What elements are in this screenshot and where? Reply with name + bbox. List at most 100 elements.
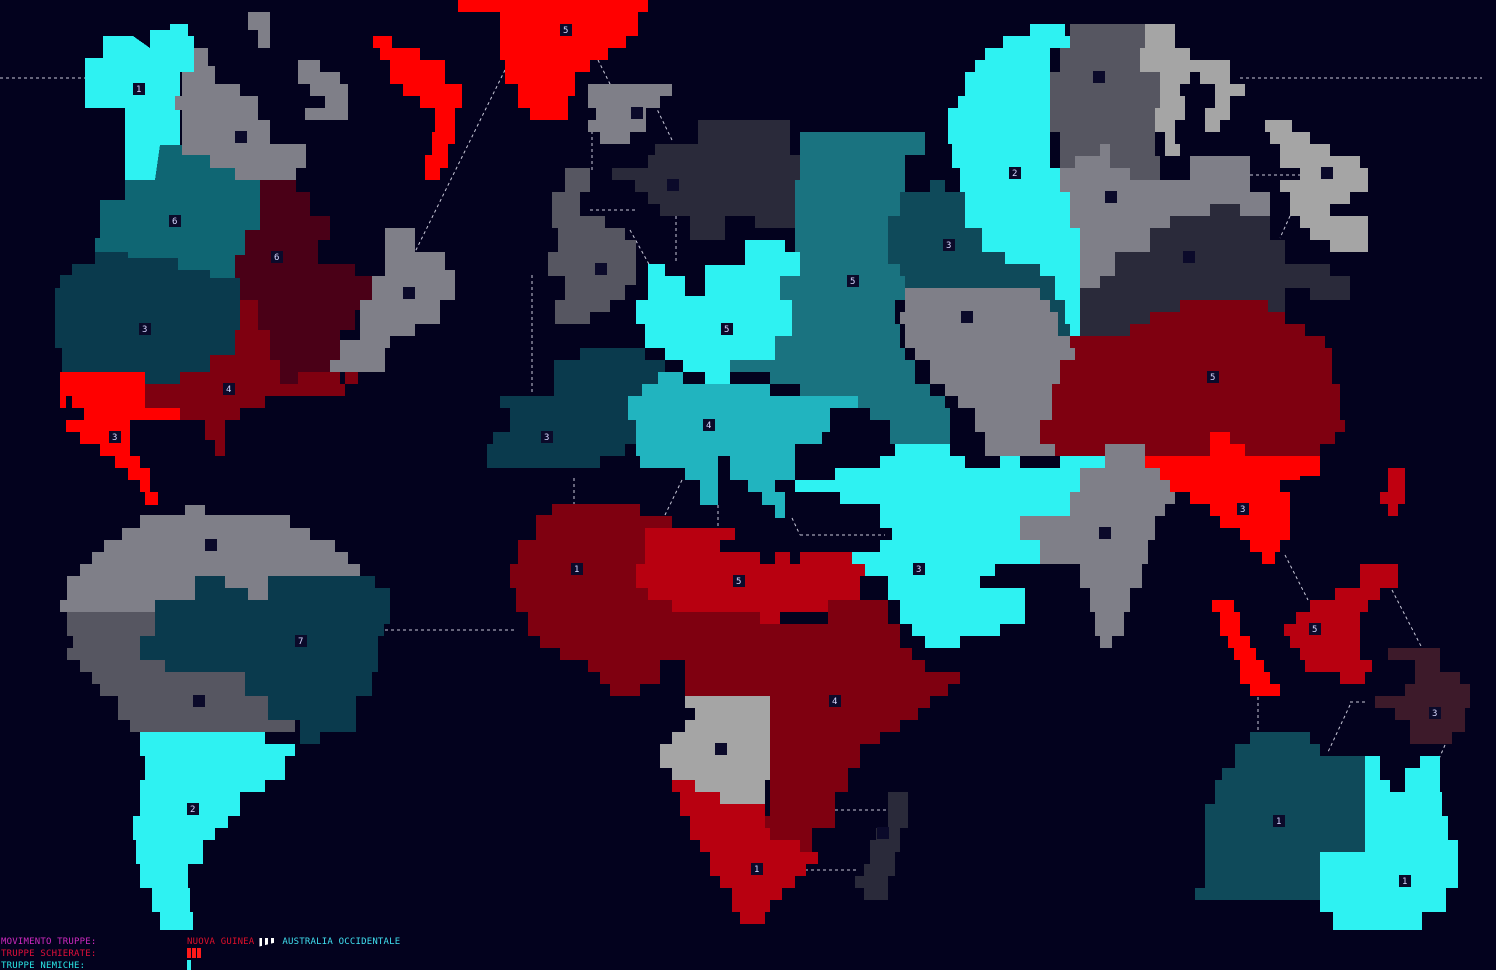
territory-western-usa[interactable] <box>55 252 240 384</box>
world-map: 1 5 6 6 3 4 3 7 2 5 3 4 5 3 2 5 3 3 1 5 4 1 5 3 1 1 <box>0 0 1482 930</box>
movement-label: MOVIMENTO TRUPPE: <box>1 937 97 947</box>
troop-count: 5 <box>736 577 741 587</box>
territories[interactable] <box>55 0 1470 930</box>
territory-great-britain[interactable] <box>548 168 636 324</box>
territory-south-africa[interactable] <box>672 780 818 924</box>
troop-badge <box>631 107 643 119</box>
territory-siberia[interactable] <box>948 24 1080 336</box>
troop-count: 3 <box>946 241 951 251</box>
territory-north-africa[interactable] <box>510 504 780 696</box>
troop-badge: 1 <box>751 863 763 875</box>
troop-badge <box>205 539 217 551</box>
troop-badge <box>1321 167 1333 179</box>
troop-count: 1 <box>754 865 759 875</box>
troop-badge <box>1183 251 1195 263</box>
troop-badge <box>877 827 889 839</box>
troop-count: 3 <box>1240 505 1245 515</box>
troop-pip <box>187 960 191 970</box>
territory-arctic-islands[interactable] <box>248 12 270 48</box>
troop-badge: 3 <box>109 431 121 443</box>
troop-badge: 3 <box>1429 707 1441 719</box>
move-to-territory[interactable]: AUSTRALIA OCCIDENTALE <box>282 937 401 947</box>
troop-count: 1 <box>136 85 141 95</box>
territory-brazil[interactable] <box>140 576 390 744</box>
troop-badge: 3 <box>1237 503 1249 515</box>
troop-badge: 5 <box>847 275 859 287</box>
troop-count: 7 <box>298 637 303 647</box>
territory-quebec[interactable] <box>330 228 455 372</box>
troop-count: 3 <box>916 565 921 575</box>
troop-count: 1 <box>574 565 579 575</box>
troop-pip <box>187 948 191 958</box>
territory-baffin[interactable] <box>298 60 348 120</box>
territory-india[interactable] <box>1020 444 1175 648</box>
troop-count: 5 <box>1210 373 1215 383</box>
territory-new-guinea[interactable] <box>1380 468 1405 516</box>
territory-mongolia[interactable] <box>1080 204 1350 336</box>
troop-count: 4 <box>706 421 711 431</box>
troop-badge: 1 <box>1399 875 1411 887</box>
troop-pip <box>197 948 201 958</box>
territory-ontario[interactable] <box>235 180 372 384</box>
territory-east-africa[interactable] <box>735 600 960 852</box>
territory-china[interactable] <box>1040 300 1345 456</box>
territory-ural[interactable] <box>888 180 1070 336</box>
territory-argentina[interactable] <box>133 732 295 930</box>
dashed-arrow-icon <box>259 937 278 947</box>
territory-irkutsk[interactable] <box>1060 144 1270 288</box>
troop-count: 4 <box>226 385 231 395</box>
territory-northwest-territory[interactable] <box>175 48 306 180</box>
troop-count: 5 <box>850 277 855 287</box>
troop-badge: 1 <box>571 563 583 575</box>
troop-badge <box>403 287 415 299</box>
territory-ukraine[interactable] <box>730 132 950 444</box>
territory-afghanistan[interactable] <box>900 288 1075 468</box>
territory-madagascar[interactable] <box>855 792 908 900</box>
troop-count: 2 <box>190 805 195 815</box>
troop-pip <box>192 948 196 958</box>
connection-lines <box>0 59 1482 871</box>
troop-badge: 3 <box>913 563 925 575</box>
territory-peru[interactable] <box>67 612 295 744</box>
troop-badge: 7 <box>295 635 307 647</box>
troop-badge <box>193 695 205 707</box>
territory-alaska[interactable] <box>85 24 194 180</box>
troop-badge: 2 <box>187 803 199 815</box>
territory-alberta[interactable] <box>95 145 260 278</box>
territory-kamchatka[interactable] <box>1140 24 1245 156</box>
troop-count: 2 <box>1012 169 1017 179</box>
troop-count: 1 <box>1402 877 1407 887</box>
troop-count: 3 <box>544 433 549 443</box>
troop-count: 4 <box>832 697 837 707</box>
territory-scandinavia[interactable] <box>612 120 800 240</box>
territory-middle-east[interactable] <box>795 444 1105 648</box>
territory-southern-europe[interactable] <box>628 372 858 518</box>
move-from-territory[interactable]: NUOVA GUINEA <box>187 937 255 947</box>
troop-badge: 5 <box>560 24 572 36</box>
troop-badge: 4 <box>829 695 841 707</box>
territory-philippines[interactable] <box>1284 564 1398 684</box>
troop-badge: 1 <box>1273 815 1285 827</box>
territory-eastern-usa[interactable] <box>145 300 358 456</box>
territory-siam[interactable] <box>1145 432 1320 564</box>
enemy-label: TRUPPE NEMICHE: <box>1 961 86 970</box>
territory-egypt[interactable] <box>636 528 865 624</box>
territory-new-guinea-east[interactable] <box>1375 648 1470 744</box>
territory-northern-europe[interactable] <box>636 240 800 384</box>
enemy-troops-bar <box>187 960 192 970</box>
territory-yakutsk[interactable] <box>1050 24 1160 180</box>
troop-badge: 2 <box>1009 167 1021 179</box>
troop-badge: 5 <box>1309 623 1321 635</box>
territory-greenland-strip[interactable] <box>373 36 462 180</box>
troop-count: 5 <box>724 325 729 335</box>
territory-indonesia[interactable] <box>1212 600 1280 696</box>
troop-badge: 1 <box>133 83 145 95</box>
territory-western-europe[interactable] <box>487 348 665 468</box>
troop-count: 3 <box>112 433 117 443</box>
troop-badge: 3 <box>541 431 553 443</box>
troop-badge: 6 <box>169 215 181 227</box>
territory-iceland[interactable] <box>588 84 672 144</box>
territory-greenland[interactable] <box>458 0 648 120</box>
territory-eastern-australia[interactable] <box>1320 756 1458 930</box>
territory-japan[interactable] <box>1265 120 1368 252</box>
